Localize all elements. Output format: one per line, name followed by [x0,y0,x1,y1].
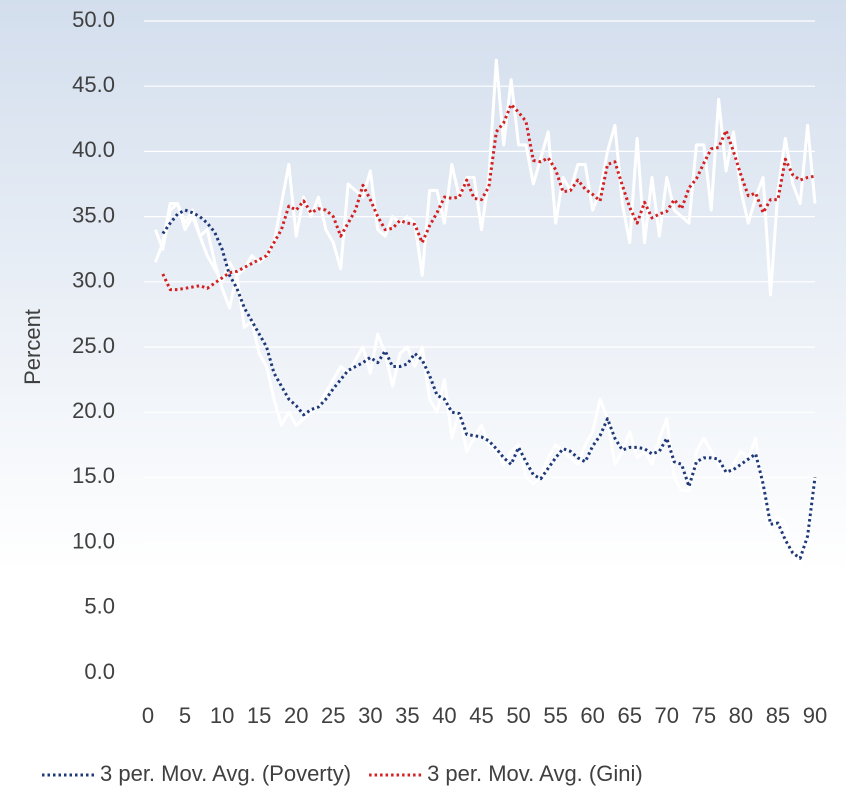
y-tick-label: 35.0 [72,202,115,227]
y-tick-label: 50.0 [72,7,115,32]
x-tick-label: 50 [506,703,530,728]
x-tick-label: 65 [617,703,641,728]
legend-label: 3 per. Mov. Avg. (Gini) [427,761,643,786]
moving-average-line [161,208,817,560]
x-tick-label: 75 [692,703,716,728]
x-tick-label: 20 [284,703,308,728]
y-tick-label: 5.0 [84,594,115,619]
y-tick-label: 20.0 [72,398,115,423]
x-tick-label: 35 [395,703,419,728]
x-tick-label: 60 [580,703,604,728]
legend-label: 3 per. Mov. Avg. (Poverty) [100,761,351,786]
y-tick-label: 45.0 [72,72,115,97]
x-tick-label: 90 [803,703,827,728]
x-tick-label: 5 [179,703,191,728]
x-tick-label: 10 [210,703,234,728]
y-tick-label: 25.0 [72,333,115,358]
x-tick-label: 55 [543,703,567,728]
x-tick-label: 15 [247,703,271,728]
y-tick-label: 0.0 [84,659,115,684]
x-tick-label: 70 [655,703,679,728]
data-line [154,202,817,571]
x-tick-label: 0 [142,703,154,728]
y-axis-label: Percent [20,309,45,385]
x-tick-label: 30 [358,703,382,728]
x-tick-label: 85 [766,703,790,728]
y-tick-label: 10.0 [72,528,115,553]
x-tick-label: 40 [432,703,456,728]
y-tick-label: 30.0 [72,268,115,293]
x-tick-label: 25 [321,703,345,728]
x-tick-label: 80 [729,703,753,728]
y-tick-label: 40.0 [72,137,115,162]
x-tick-label: 45 [469,703,493,728]
moving-average-line [161,102,816,292]
y-tick-label: 15.0 [72,463,115,488]
